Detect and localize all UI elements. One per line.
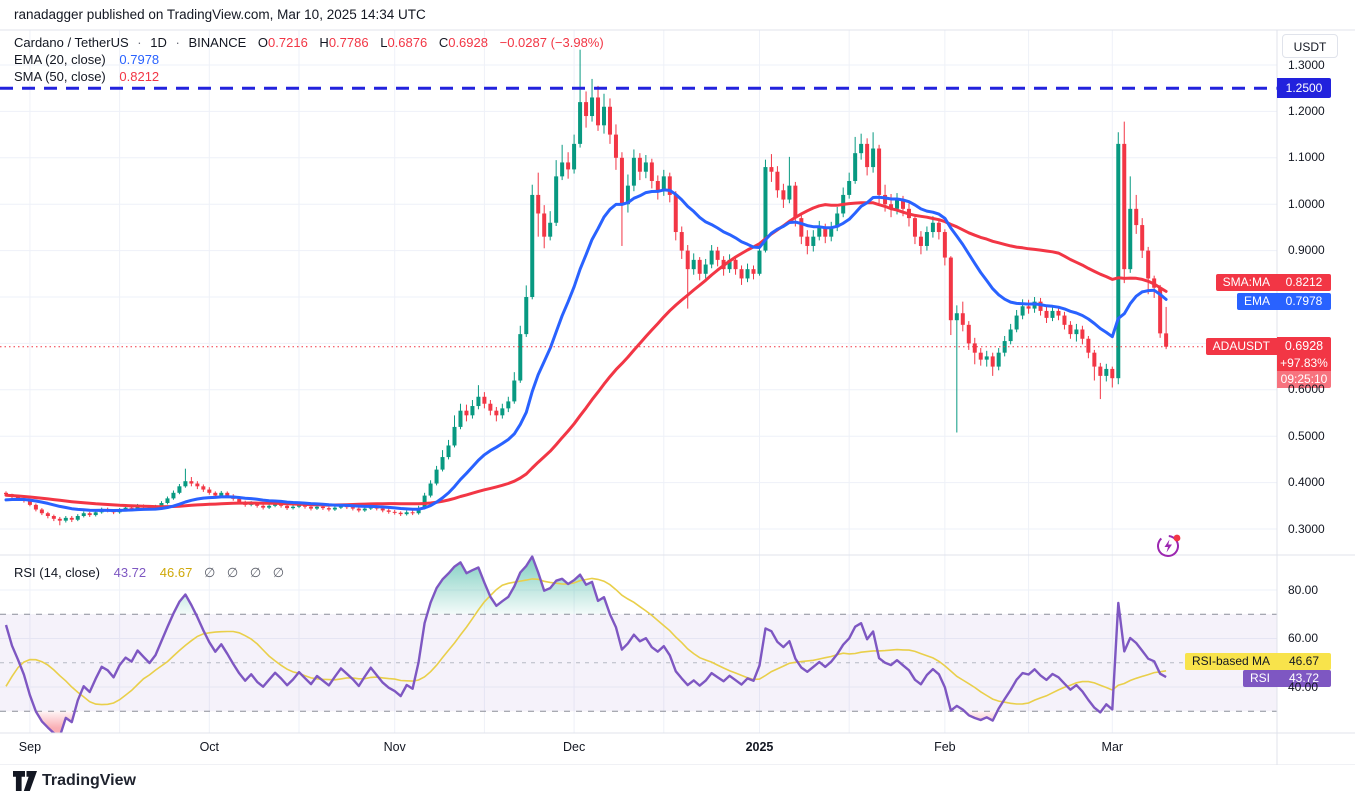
- rsi-legend[interactable]: RSI (14, close) 43.72 46.67 ∅ ∅ ∅ ∅: [14, 565, 288, 581]
- price-tick-label: 1.2000: [1288, 103, 1325, 118]
- rsi-legend-label: RSI (14, close): [14, 565, 100, 580]
- rsi-ma-axis-tag: RSI-based MA: [1184, 653, 1277, 670]
- symbol-title: Cardano / TetherUS: [14, 35, 129, 50]
- ema-axis-tag: EMA: [1236, 293, 1277, 310]
- rsi-ma-line: [5, 577, 1167, 706]
- price-tick-label: 0.3000: [1288, 521, 1325, 536]
- price-tick-label: 0.5000: [1288, 428, 1325, 443]
- ema20-line: [4, 188, 1168, 512]
- price-tick-label: 1.0000: [1288, 196, 1325, 211]
- ema-axis-value: 0.7978: [1277, 293, 1331, 310]
- rsi-legend-value: 43.72: [113, 565, 147, 580]
- symbol-axis-tag: ADAUSDT: [1205, 338, 1277, 355]
- legend-separator: ·: [137, 35, 142, 50]
- open-value: 0.7216: [268, 35, 308, 50]
- symbol-legend[interactable]: Cardano / TetherUS · 1D · BINANCE O0.721…: [14, 35, 604, 50]
- rsi-ma-legend-value: 46.67: [159, 565, 193, 580]
- lightning-icon: [1157, 534, 1181, 557]
- ema-legend[interactable]: EMA (20, close) 0.7978: [14, 52, 159, 67]
- currency-unit-button[interactable]: USDT: [1282, 34, 1338, 58]
- rsi-axis-tag: RSI: [1242, 670, 1277, 687]
- rsi-tick-label: 40.00: [1288, 679, 1319, 694]
- legend-separator: ·: [175, 35, 180, 50]
- high-value: 0.7786: [328, 35, 369, 50]
- tradingview-logo-icon: [13, 771, 37, 791]
- sma-axis-tag: SMA:MA: [1215, 274, 1277, 291]
- close-label: C: [438, 35, 449, 50]
- footer-bar: [0, 765, 1355, 796]
- published-line: ranadagger published on TradingView.com,…: [14, 7, 426, 22]
- time-axis-label: Nov: [383, 740, 406, 754]
- sma-axis-value: 0.8212: [1277, 274, 1331, 291]
- sma50-line: [4, 201, 1168, 509]
- low-label: L: [380, 35, 388, 50]
- lightning-idea-button[interactable]: [1155, 531, 1183, 559]
- time-axis-label: Sep: [18, 740, 42, 754]
- last-price-label-block: 0.6928 +97.83% 09:25:10: [1277, 337, 1331, 388]
- interval-label: 1D: [150, 35, 167, 50]
- change-value: −0.0287 (−3.98%): [499, 35, 604, 50]
- rsi-ma-axis-value: 46.67: [1277, 653, 1331, 670]
- time-axis-label: Feb: [934, 740, 956, 754]
- sma-label: SMA (50, close): [14, 69, 106, 84]
- sma-value: 0.8212: [119, 69, 160, 84]
- time-axis-label: Mar: [1101, 740, 1124, 754]
- exchange-label: BINANCE: [188, 35, 247, 50]
- price-tick-label: 0.6000: [1288, 382, 1325, 397]
- rsi-tick-label: 80.00: [1288, 582, 1319, 597]
- level-price-label: 1.2500: [1277, 78, 1331, 98]
- candlestick-series: [4, 49, 1169, 526]
- rsi-line: [4, 555, 1167, 733]
- time-axis-label: Dec: [562, 740, 586, 754]
- rsi-axis-value: 43.72: [1277, 670, 1331, 687]
- ema-value: 0.7978: [119, 52, 160, 67]
- last-price-value: 0.6928: [1277, 337, 1331, 355]
- price-tick-label: 1.3000: [1288, 57, 1325, 72]
- price-tick-label: 0.4000: [1288, 475, 1325, 490]
- close-value: 0.6928: [448, 35, 488, 50]
- rsi-tick-label: 60.00: [1288, 631, 1319, 645]
- open-label: O: [257, 35, 269, 50]
- price-tick-label: 0.9000: [1288, 243, 1325, 258]
- tradingview-brand-link[interactable]: TradingView: [42, 772, 136, 789]
- change-percent-value: +97.83%: [1277, 355, 1331, 371]
- empty-source-icons: ∅ ∅ ∅ ∅: [203, 565, 289, 580]
- time-axis-label: 2025: [745, 740, 774, 754]
- ema-label: EMA (20, close): [14, 52, 106, 67]
- high-label: H: [319, 35, 329, 50]
- price-tick-label: 1.1000: [1288, 150, 1325, 165]
- low-value: 0.6876: [387, 35, 428, 50]
- time-axis-label: Oct: [199, 740, 220, 754]
- bar-countdown: 09:25:10: [1277, 371, 1331, 388]
- sma-legend[interactable]: SMA (50, close) 0.8212: [14, 69, 159, 84]
